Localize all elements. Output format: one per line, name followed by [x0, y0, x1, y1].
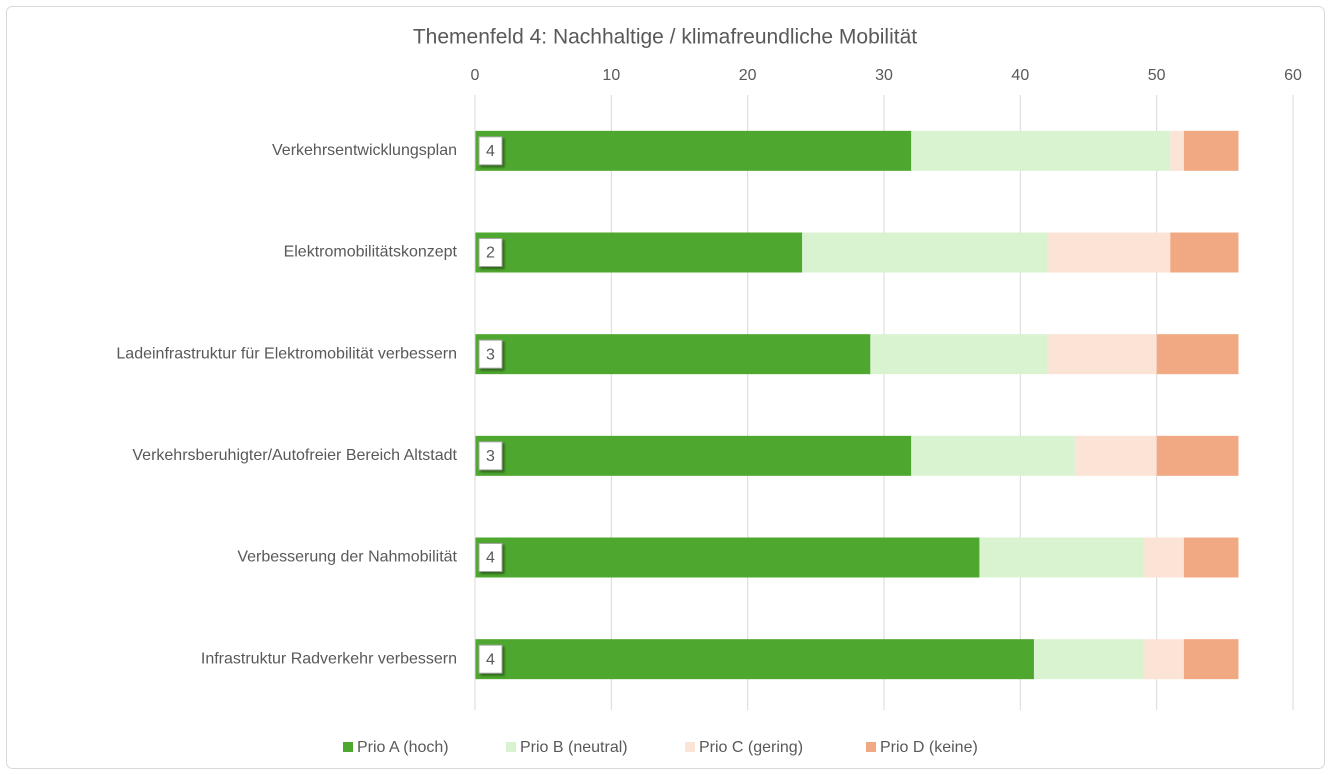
annotation: 4 [486, 143, 495, 160]
bar-segment [1183, 130, 1239, 171]
y-tick-label: Verkehrsberuhigter/Autofreier Bereich Al… [132, 447, 457, 464]
y-tick-label: Infrastruktur Radverkehr verbessern [201, 650, 457, 667]
x-tick-label: 10 [602, 67, 620, 84]
bar-segment [979, 537, 1144, 578]
legend-swatch [685, 742, 695, 752]
annotation-box [478, 136, 503, 166]
bar-segment [1183, 537, 1239, 578]
x-tick-label: 30 [875, 67, 893, 84]
bar-segment [1033, 639, 1144, 680]
annotation-box [478, 441, 503, 471]
y-tick-label: Ladeinfrastruktur für Elektromobilität v… [116, 345, 457, 362]
annotation: 2 [486, 245, 495, 262]
bar-segment [1047, 334, 1157, 375]
bar-segment [475, 130, 912, 171]
x-tick-label: 60 [1284, 67, 1302, 84]
bar-segment [1156, 334, 1239, 375]
legend-swatch [506, 742, 516, 752]
bar-segment [870, 334, 1048, 375]
bar-segment [1143, 639, 1184, 680]
annotation: 3 [486, 346, 495, 363]
bar-segment [475, 334, 871, 375]
bar-segment [475, 537, 980, 578]
annotation-box [478, 644, 503, 674]
legend-swatch [343, 742, 353, 752]
bar-segment [802, 232, 1048, 273]
y-tick-label: Verkehrsentwicklungsplan [272, 142, 457, 159]
y-tick-label: Elektromobilitätskonzept [284, 244, 458, 261]
bar-segment [1170, 130, 1184, 171]
legend-label: Prio B (neutral) [520, 739, 628, 756]
annotation-box [478, 339, 503, 369]
annotation: 3 [486, 448, 495, 465]
x-tick-label: 40 [1011, 67, 1029, 84]
legend-swatch [866, 742, 876, 752]
bar-segment [475, 639, 1034, 680]
legend-label: Prio A (hoch) [357, 739, 449, 756]
y-tick-label: Verbesserung der Nahmobilität [237, 549, 457, 566]
annotation: 4 [486, 550, 495, 567]
chart-title: Themenfeld 4: Nachhaltige / klimafreundl… [413, 26, 917, 49]
x-tick-label: 50 [1148, 67, 1166, 84]
bar-segment [1156, 435, 1239, 476]
bar-segment [1143, 537, 1184, 578]
bar-segment [1047, 232, 1171, 273]
bar-segment [475, 435, 912, 476]
bar-segment [475, 232, 803, 273]
chart-frame [6, 6, 1325, 769]
bar-segment [911, 435, 1075, 476]
x-tick-label: 20 [739, 67, 757, 84]
bar-segment [911, 130, 1171, 171]
bar-segment [1183, 639, 1239, 680]
bar-segment [1170, 232, 1239, 273]
x-tick-label: 0 [471, 67, 480, 84]
legend-label: Prio C (gering) [699, 739, 803, 756]
annotation-box [478, 238, 503, 267]
annotation: 4 [486, 651, 495, 668]
annotation-box [478, 543, 503, 572]
bar-segment [1074, 435, 1157, 476]
legend-label: Prio D (keine) [880, 739, 978, 756]
